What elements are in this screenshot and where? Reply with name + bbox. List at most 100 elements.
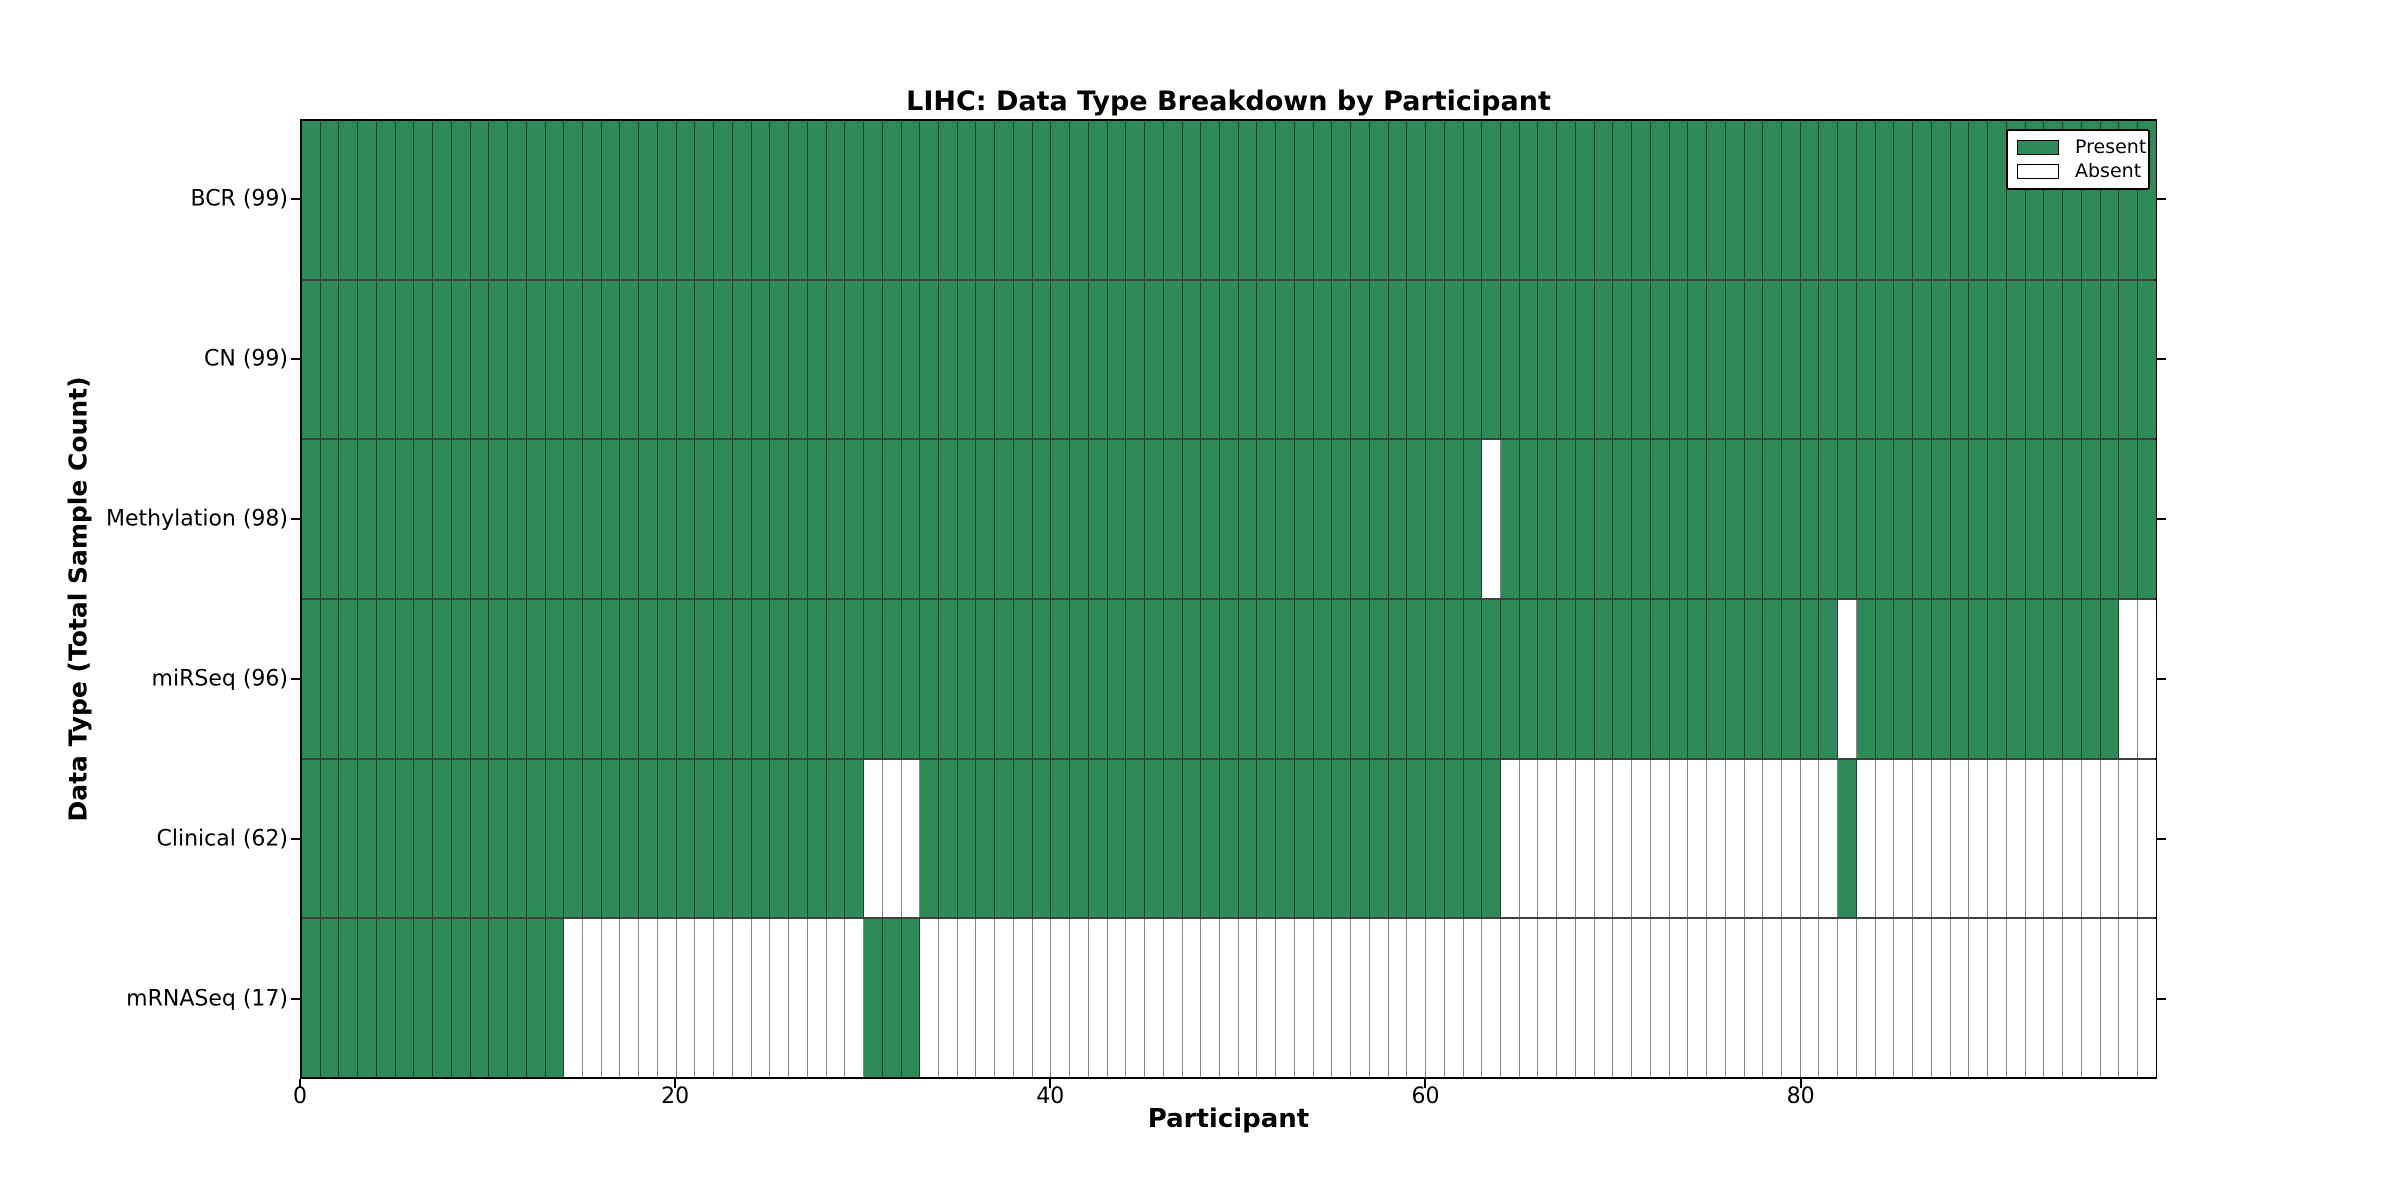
heatmap-cell [695, 280, 715, 439]
heatmap-cell [770, 280, 790, 439]
heatmap-cell [1219, 759, 1239, 918]
heatmap-cell [302, 121, 321, 279]
heatmap-cell [1969, 759, 1989, 918]
heatmap-cell [1875, 759, 1895, 918]
heatmap-cell [1519, 759, 1539, 918]
heatmap-cell [920, 759, 939, 918]
heatmap-cell [1875, 121, 1895, 279]
heatmap-cell [1369, 280, 1389, 439]
heatmap-cell [1276, 600, 1295, 758]
heatmap-cell [1725, 121, 1745, 279]
heatmap-cell [1557, 759, 1576, 918]
heatmap-cell [1894, 919, 1914, 1078]
heatmap-cell [1894, 440, 1914, 599]
heatmap-cell [1013, 919, 1033, 1078]
heatmap-cell [714, 759, 733, 918]
heatmap-cell [508, 440, 527, 599]
heatmap-cell [1650, 440, 1670, 599]
heatmap-cell [1763, 121, 1783, 279]
heatmap-cell [1632, 919, 1651, 1078]
heatmap-cell [320, 121, 340, 279]
heatmap-cell [1519, 600, 1539, 758]
heatmap-cell [1351, 280, 1370, 439]
heatmap-cell [1650, 919, 1670, 1078]
heatmap-cell [882, 600, 902, 758]
heatmap-cell [1332, 280, 1352, 439]
heatmap-cell [1613, 759, 1633, 918]
heatmap-cell [1369, 600, 1389, 758]
heatmap-cell [1369, 440, 1389, 599]
heatmap-cell [1575, 600, 1595, 758]
heatmap-cell [976, 759, 996, 918]
heatmap-cell [1988, 440, 2007, 599]
heatmap-cell [1276, 280, 1295, 439]
heatmap-cell [1575, 440, 1595, 599]
heatmap-cell [1613, 919, 1633, 1078]
heatmap-cell [1894, 280, 1914, 439]
heatmap-cell [976, 280, 996, 439]
heatmap-cell [1669, 440, 1689, 599]
heatmap-cell [583, 600, 602, 758]
heatmap-cell [1688, 759, 1708, 918]
x-tick-label: 20 [661, 1084, 690, 1109]
heatmap-cell [1163, 919, 1183, 1078]
heatmap-cell [545, 121, 565, 279]
heatmap-cell [1594, 121, 1614, 279]
heatmap-cell [451, 440, 471, 599]
heatmap-cell [1725, 919, 1745, 1078]
heatmap-cell [2081, 600, 2101, 758]
heatmap-cell [1725, 600, 1745, 758]
heatmap-cell [451, 600, 471, 758]
heatmap-cell [676, 919, 696, 1078]
heatmap-cell [1107, 759, 1127, 918]
heatmap-cell [489, 759, 509, 918]
heatmap-cell [770, 919, 790, 1078]
heatmap-cell [676, 600, 696, 758]
heatmap-cell [2044, 919, 2064, 1078]
heatmap-cell [1426, 919, 1445, 1078]
heatmap-cell [489, 121, 509, 279]
heatmap-cell [938, 121, 958, 279]
heatmap-cell [1032, 600, 1052, 758]
heatmap-cell [1931, 280, 1951, 439]
heatmap-cell [714, 600, 733, 758]
heatmap-cell [1145, 919, 1164, 1078]
heatmap-cell [1969, 121, 1989, 279]
heatmap-cell [1276, 759, 1295, 918]
heatmap-cell [732, 600, 752, 758]
heatmap-cell [1070, 600, 1089, 758]
heatmap-cell [2081, 759, 2101, 918]
heatmap-cell [2044, 280, 2064, 439]
heatmap-cell [583, 440, 602, 599]
heatmap-cell [2081, 919, 2101, 1078]
heatmap-cell [1257, 121, 1277, 279]
legend-item-absent: Absent [2017, 161, 2141, 181]
heatmap-cell [1969, 600, 1989, 758]
heatmap-cell [376, 759, 396, 918]
heatmap-cell [451, 280, 471, 439]
heatmap-cell [1407, 759, 1427, 918]
heatmap-cell [1856, 600, 1876, 758]
heatmap-cell [433, 121, 452, 279]
heatmap-cell [564, 600, 584, 758]
heatmap-cell [2137, 280, 2156, 439]
heatmap-cell [2119, 600, 2138, 758]
heatmap-cell [1070, 759, 1089, 918]
heatmap-cell [732, 280, 752, 439]
heatmap-cell [564, 280, 584, 439]
y-tick-mark-right [2157, 678, 2166, 680]
heatmap-cell [1426, 280, 1445, 439]
heatmap-cell [1426, 121, 1445, 279]
heatmap-cell [826, 280, 846, 439]
heatmap-cell [2006, 759, 2026, 918]
heatmap-cell [1763, 600, 1783, 758]
heatmap-cell [1557, 280, 1576, 439]
heatmap-cell [2100, 280, 2120, 439]
heatmap-cell [1819, 121, 1839, 279]
heatmap-cell [2044, 600, 2064, 758]
heatmap-cell [376, 440, 396, 599]
heatmap-cell [657, 280, 677, 439]
heatmap-cell [320, 600, 340, 758]
heatmap-cell [1463, 919, 1483, 1078]
